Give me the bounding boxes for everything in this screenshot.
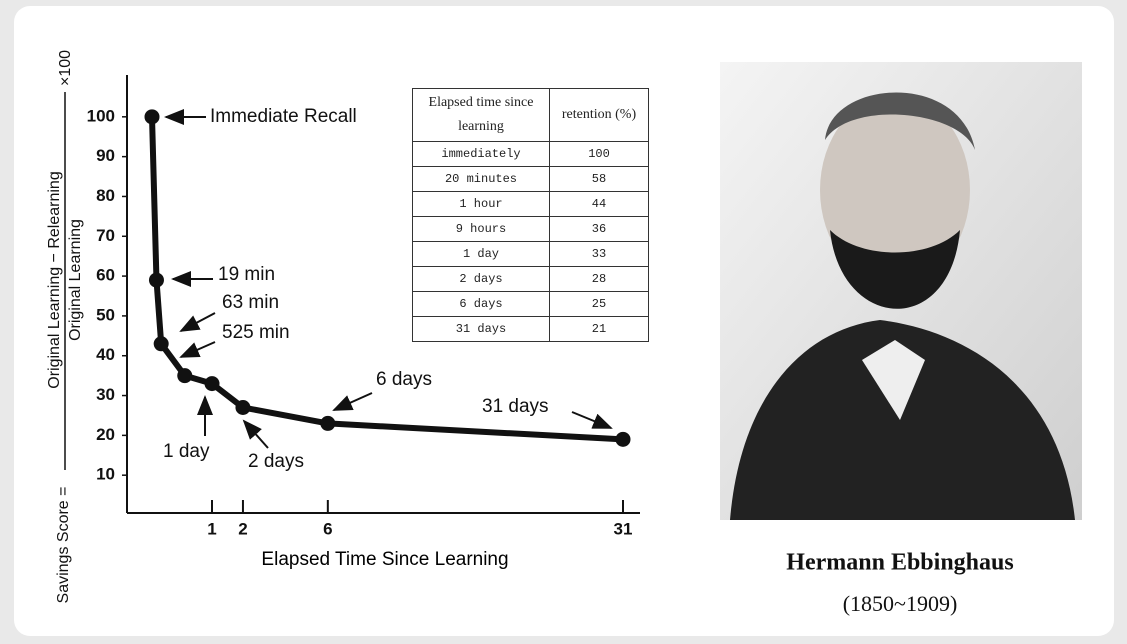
x-tick-label: 2 — [238, 519, 247, 538]
point — [320, 416, 335, 431]
table-cell: immediately — [413, 142, 550, 167]
table-cell: 1 day — [413, 242, 550, 267]
y-tick-label: 50 — [96, 305, 115, 324]
table-cell: 6 days — [413, 292, 550, 317]
y-label-factor: ×100 — [57, 50, 74, 86]
annotation: 2 days — [248, 451, 304, 472]
y-tick-label: 10 — [96, 465, 115, 484]
table-header-cell: retention (%) — [550, 89, 649, 142]
table-header-cell: Elapsed time since learning — [413, 89, 550, 142]
x-tick-label: 6 — [323, 519, 332, 538]
y-tick-label: 90 — [96, 146, 115, 165]
table-cell: 28 — [550, 267, 649, 292]
point — [616, 432, 631, 447]
table-cell: 100 — [550, 142, 649, 167]
y-label-denominator: Original Learning — [67, 219, 84, 341]
x-tick-label: 1 — [207, 519, 216, 538]
annotation: 6 days — [376, 369, 432, 390]
table-cell: 21 — [550, 317, 649, 342]
point — [177, 368, 192, 383]
point — [154, 336, 169, 351]
x-axis-label: Elapsed Time Since Learning — [261, 549, 508, 570]
table-header: Elapsed time since learning retention (%… — [413, 89, 649, 142]
table-cell: 44 — [550, 192, 649, 217]
table-cell: 58 — [550, 167, 649, 192]
annotation: 19 min — [218, 264, 275, 285]
y-tick-label: 100 — [87, 106, 115, 125]
slide: Elapsed Time Since Learning Savings Scor… — [0, 0, 1127, 644]
table-cell: 31 days — [413, 317, 550, 342]
table-cell: 33 — [550, 242, 649, 267]
annotation: 525 min — [222, 322, 290, 343]
portrait-name: Hermann Ebbinghaus — [786, 550, 1013, 576]
portrait — [720, 62, 1082, 520]
annotation: 1 day — [163, 441, 210, 462]
table-cell: 9 hours — [413, 217, 550, 242]
table-cell: 20 minutes — [413, 167, 550, 192]
y-tick-label: 60 — [96, 266, 115, 285]
table-cell: 25 — [550, 292, 649, 317]
annotation: 63 min — [222, 292, 279, 313]
table-cell: 2 days — [413, 267, 550, 292]
point — [145, 109, 160, 124]
y-label: Savings Score = — [55, 487, 72, 604]
y-tick-label: 40 — [96, 345, 115, 364]
point — [205, 376, 220, 391]
table-cell: 1 hour — [413, 192, 550, 217]
y-tick-label: 70 — [96, 226, 115, 245]
y-label-numerator: Original Learning − Relearning — [46, 171, 63, 388]
table-cell: 36 — [550, 217, 649, 242]
y-tick-label: 20 — [96, 425, 115, 444]
point — [235, 400, 250, 415]
portrait-years: (1850~1909) — [843, 591, 958, 616]
y-tick-label: 80 — [96, 186, 115, 205]
annotation: 31 days — [482, 396, 549, 417]
x-tick-label: 31 — [614, 519, 633, 538]
y-tick-label: 30 — [96, 385, 115, 404]
annotation: Immediate Recall — [210, 106, 357, 127]
point — [149, 273, 164, 288]
retention-table: Elapsed time since learning retention (%… — [412, 88, 649, 342]
